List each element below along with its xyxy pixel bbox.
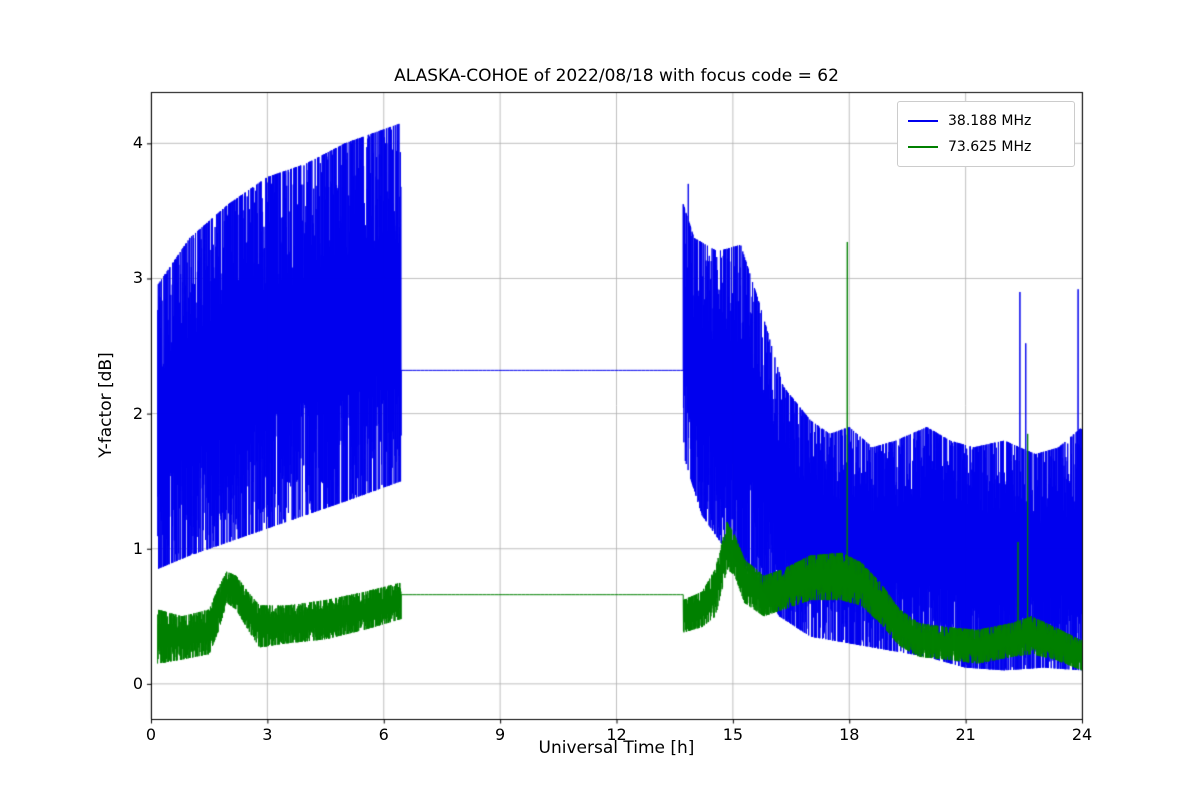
x-tick-label: 3 — [262, 725, 273, 744]
legend-label-73mhz: 73.625 MHz — [948, 139, 1032, 155]
legend-line-38mhz-icon — [908, 120, 938, 122]
legend-item: 38.188 MHz — [908, 108, 1064, 134]
y-tick-label: 2 — [132, 403, 143, 423]
legend-line-73mhz-icon — [908, 146, 938, 148]
x-tick-label: 12 — [606, 725, 627, 744]
y-tick-label: 1 — [132, 538, 143, 558]
x-tick-label: 21 — [955, 725, 976, 744]
chart-title: ALASKA-COHOE of 2022/08/18 with focus co… — [394, 66, 839, 86]
x-tick-label: 18 — [839, 725, 860, 744]
y-tick-label: 4 — [132, 133, 143, 153]
legend-label-38mhz: 38.188 MHz — [948, 113, 1032, 129]
x-tick-label: 0 — [145, 725, 157, 744]
x-tick-label: 24 — [1071, 725, 1093, 744]
legend-item: 73.625 MHz — [908, 134, 1064, 160]
x-tick-label: 15 — [722, 725, 744, 744]
y-tick-label: 3 — [132, 268, 143, 288]
y-tick-label: 0 — [132, 673, 143, 693]
x-tick-label: 9 — [495, 725, 506, 744]
x-axis-label: Universal Time [h] — [538, 738, 695, 758]
x-tick-label: 6 — [378, 725, 389, 744]
legend: 38.188 MHz 73.625 MHz — [897, 101, 1075, 167]
